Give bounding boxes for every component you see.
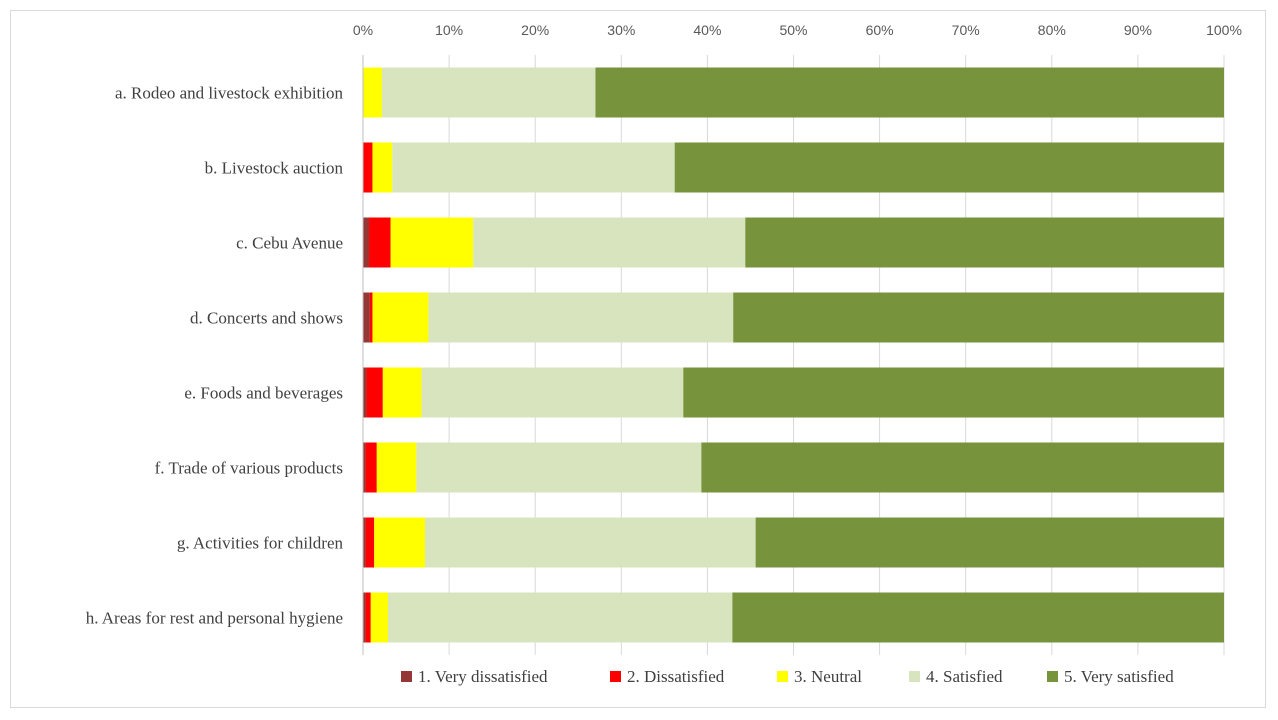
chart-frame — [10, 10, 1266, 708]
x-tick-label: 50% — [779, 22, 807, 38]
bar-segment-neutral — [372, 292, 429, 343]
legend-label: 5. Very satisfied — [1064, 667, 1174, 686]
category-label: e. Foods and beverages — [184, 384, 343, 403]
bar-segment-dissatisfied — [363, 142, 373, 193]
bar-segment-neutral — [372, 142, 393, 193]
x-tick-label: 40% — [693, 22, 721, 38]
bar-segment-very-satisfied — [755, 517, 1224, 568]
bar-segment-satisfied — [428, 292, 734, 343]
bar-segment-dissatisfied — [365, 592, 371, 643]
legend-swatch — [610, 671, 621, 682]
bar-segment-very-satisfied — [745, 217, 1224, 268]
legend-swatch — [777, 671, 788, 682]
category-label: f. Trade of various products — [155, 459, 343, 478]
legend-swatch — [1047, 671, 1058, 682]
bar-segment-satisfied — [387, 592, 733, 643]
legend-label: 4. Satisfied — [926, 667, 1003, 686]
legend-swatch — [909, 671, 920, 682]
category-label: a. Rodeo and livestock exhibition — [115, 84, 344, 103]
x-tick-label: 0% — [353, 22, 373, 38]
bar-segment-satisfied — [416, 442, 702, 493]
x-tick-label: 60% — [866, 22, 894, 38]
category-label: c. Cebu Avenue — [236, 234, 343, 253]
x-tick-label: 20% — [521, 22, 549, 38]
legend-swatch — [401, 671, 412, 682]
category-label: g. Activities for children — [177, 534, 344, 553]
bar-segment-very-dissatisfied — [363, 367, 367, 418]
bar-segment-very-dissatisfied — [363, 517, 366, 568]
bar-segment-very-dissatisfied — [363, 442, 366, 493]
bar-segment-very-satisfied — [701, 442, 1224, 493]
bar-segment-very-satisfied — [674, 142, 1224, 193]
category-label: d. Concerts and shows — [190, 309, 343, 328]
bar-segment-very-dissatisfied — [363, 217, 370, 268]
bar-segment-very-dissatisfied — [363, 292, 370, 343]
bar-segment-satisfied — [392, 142, 675, 193]
legend-label: 3. Neutral — [794, 667, 862, 686]
bar-segment-dissatisfied — [369, 292, 373, 343]
x-tick-label: 80% — [1038, 22, 1066, 38]
category-label: b. Livestock auction — [205, 159, 344, 178]
bar-segment-neutral — [363, 67, 382, 118]
bar-segment-neutral — [376, 442, 417, 493]
bar-segment-satisfied — [473, 217, 746, 268]
x-tick-label: 90% — [1124, 22, 1152, 38]
legend-label: 2. Dissatisfied — [627, 667, 725, 686]
bar-segment-very-dissatisfied — [363, 592, 366, 643]
x-tick-label: 100% — [1206, 22, 1242, 38]
x-tick-label: 70% — [952, 22, 980, 38]
x-tick-label: 10% — [435, 22, 463, 38]
bar-segment-neutral — [374, 517, 425, 568]
bar-segment-satisfied — [421, 367, 684, 418]
bar-segment-satisfied — [381, 67, 596, 118]
legend-label: 1. Very dissatisfied — [418, 667, 548, 686]
bar-segment-neutral — [382, 367, 422, 418]
bar-segment-very-satisfied — [595, 67, 1224, 118]
bar-segment-dissatisfied — [369, 217, 391, 268]
bar-segment-very-satisfied — [732, 592, 1224, 643]
bar-segment-dissatisfied — [365, 517, 375, 568]
x-tick-label: 30% — [607, 22, 635, 38]
bar-segment-dissatisfied — [365, 442, 377, 493]
bar-segment-neutral — [370, 592, 388, 643]
bar-segment-dissatisfied — [366, 367, 383, 418]
category-label: h. Areas for rest and personal hygiene — [86, 609, 343, 628]
bar-segment-neutral — [390, 217, 474, 268]
bar-segment-satisfied — [424, 517, 756, 568]
bar-segment-very-satisfied — [733, 292, 1224, 343]
bar-segment-very-satisfied — [683, 367, 1224, 418]
